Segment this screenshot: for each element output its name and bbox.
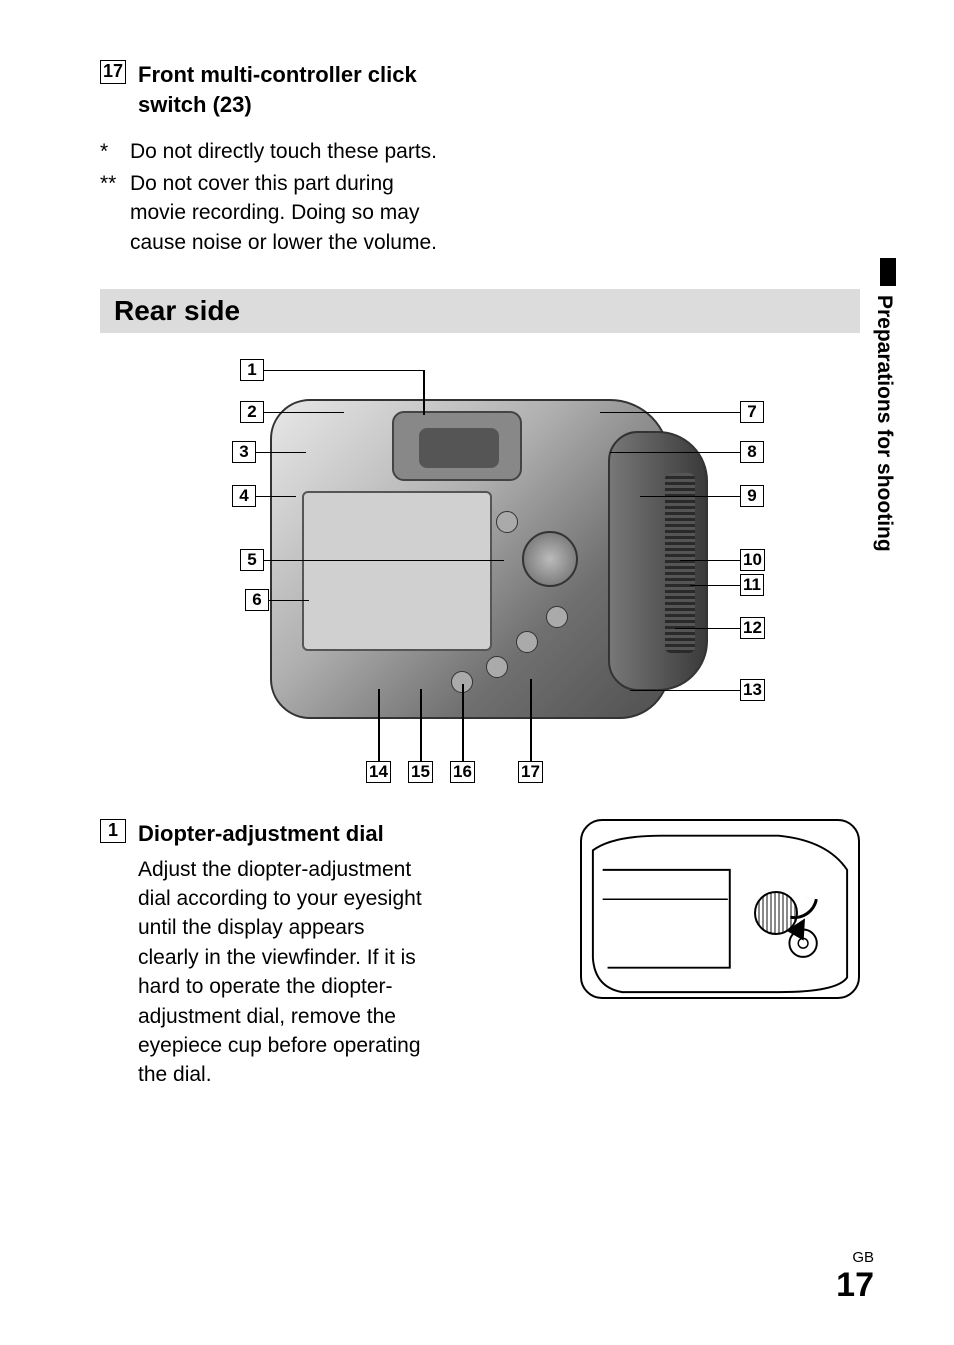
diopter-illustration <box>582 821 858 997</box>
part-item-1: 1 Diopter-adjustment dial <box>100 819 550 849</box>
callout-label: 8 <box>740 441 764 463</box>
description-line: hard to operate the diopter- <box>138 972 550 1001</box>
callout-label: 17 <box>518 761 543 783</box>
callout-label: 7 <box>740 401 764 423</box>
part-title-line: switch (23) <box>138 90 417 120</box>
callout-line <box>675 628 740 630</box>
callout-label: 2 <box>240 401 264 423</box>
part-item-17: 17 Front multi-controller click switch (… <box>100 60 860 119</box>
camera-screen-illustration <box>302 491 492 651</box>
part-number-box: 1 <box>100 819 126 843</box>
callout-line <box>256 496 296 498</box>
callout-line <box>264 560 504 562</box>
part-title: Diopter-adjustment dial <box>138 819 384 849</box>
description-line: the dial. <box>138 1060 550 1089</box>
footnote-text: Do not directly touch these parts. <box>130 137 437 166</box>
footnote-1: * Do not directly touch these parts. <box>100 137 860 166</box>
page-content: 17 Front multi-controller click switch (… <box>100 60 860 1090</box>
footnote-text: Do not cover this part during <box>130 169 437 198</box>
callout-label: 1 <box>240 359 264 381</box>
callout-label: 6 <box>245 589 269 611</box>
callout-line <box>264 370 424 372</box>
camera-button-illustration <box>516 631 538 653</box>
footnote-2: ** Do not cover this part during movie r… <box>100 169 860 257</box>
callout-line <box>462 684 464 761</box>
description-line: Adjust the diopter-adjustment <box>138 855 550 884</box>
callout-label: 16 <box>450 761 475 783</box>
section-tab-mark <box>880 258 896 286</box>
camera-body-illustration <box>270 399 670 719</box>
callout-label: 9 <box>740 485 764 507</box>
callout-line <box>610 452 740 454</box>
callout-label: 11 <box>740 574 764 596</box>
callout-line <box>423 370 425 415</box>
callout-label: 10 <box>740 549 765 571</box>
footnote-text: movie recording. Doing so may <box>130 198 437 227</box>
description-row: 1 Diopter-adjustment dial Adjust the dio… <box>100 819 860 1090</box>
description-line: until the display appears <box>138 913 550 942</box>
callout-line <box>600 412 740 414</box>
camera-button-illustration <box>546 606 568 628</box>
footnotes: * Do not directly touch these parts. ** … <box>100 137 860 257</box>
callout-label: 4 <box>232 485 256 507</box>
camera-viewfinder-illustration <box>392 411 522 481</box>
description-line: adjustment dial, remove the <box>138 1002 550 1031</box>
section-tab-label: Preparations for shooting <box>872 295 896 552</box>
page-number: 17 <box>836 1266 874 1305</box>
description-line: clearly in the viewfinder. If it is <box>138 943 550 972</box>
callout-label: 13 <box>740 679 765 701</box>
description-line: eyepiece cup before operating <box>138 1031 550 1060</box>
callout-label: 15 <box>408 761 433 783</box>
callout-line <box>640 496 740 498</box>
callout-line <box>690 585 740 587</box>
callout-line <box>420 689 422 761</box>
callout-line <box>269 600 309 602</box>
callout-label: 5 <box>240 549 264 571</box>
page-footer: GB 17 <box>836 1249 874 1305</box>
callout-line <box>530 679 532 761</box>
footnote-text: cause noise or lower the volume. <box>130 228 437 257</box>
callout-line <box>680 560 740 562</box>
callout-label: 12 <box>740 617 765 639</box>
camera-button-illustration <box>496 511 518 533</box>
diopter-dial-diagram <box>580 819 860 999</box>
callout-line <box>630 690 740 692</box>
description-line: dial according to your eyesight <box>138 884 550 913</box>
callout-label: 3 <box>232 441 256 463</box>
callout-line <box>378 689 380 761</box>
callout-label: 14 <box>366 761 391 783</box>
part-title-line: Front multi-controller click <box>138 60 417 90</box>
camera-control-dial-illustration <box>522 531 578 587</box>
camera-button-illustration <box>486 656 508 678</box>
footnote-marker: * <box>100 137 130 166</box>
part-number-box: 17 <box>100 60 126 84</box>
callout-line <box>256 452 306 454</box>
rear-side-diagram: 1 2 3 4 5 6 7 8 9 10 11 12 13 14 15 <box>120 349 840 789</box>
region-code: GB <box>836 1249 874 1266</box>
footnote-marker: ** <box>100 169 130 257</box>
callout-line <box>264 412 344 414</box>
section-heading: Rear side <box>100 289 860 333</box>
